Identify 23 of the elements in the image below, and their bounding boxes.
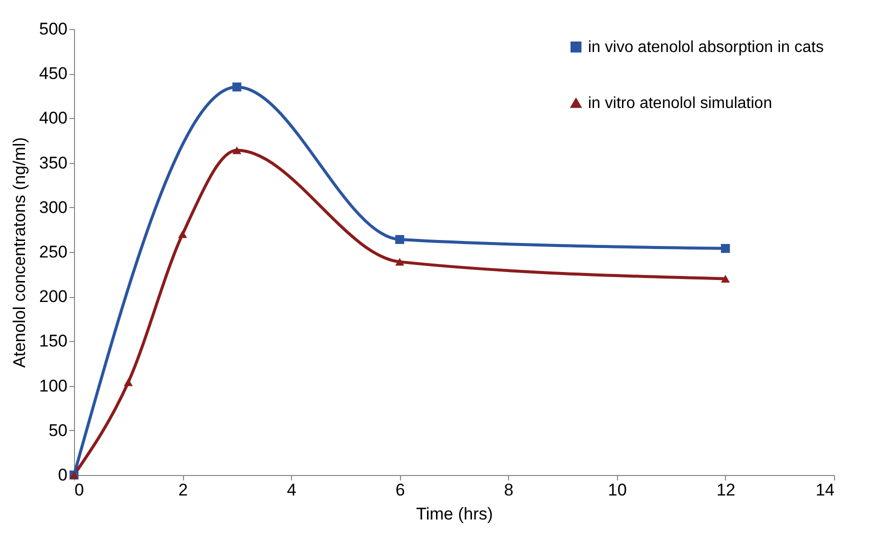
x-tick-label: 2 [178, 480, 188, 500]
x-tick-label: 0 [74, 480, 84, 500]
legend-label: in vivo atenolol absorption in cats [588, 39, 824, 56]
x-axis-title: Time (hrs) [416, 504, 493, 524]
y-tick-label: 300 [39, 198, 68, 217]
y-tick-label: 0 [58, 466, 68, 484]
y-tick-label: 400 [39, 108, 68, 128]
y-tick-label: 350 [39, 153, 68, 172]
y-tick-label: 200 [39, 287, 68, 306]
y-tick-label: 250 [39, 242, 68, 262]
y-tick-label: 500 [39, 20, 68, 38]
x-tick-label: 14 [816, 480, 834, 500]
x-tick-label: 10 [608, 480, 627, 500]
x-tick-label: 4 [286, 480, 296, 500]
x-tick-label: 6 [395, 480, 405, 500]
y-axis-title: Atenolol concentratons (ng/ml) [10, 137, 30, 368]
y-tick-label: 450 [39, 64, 68, 84]
legend-label: in vitro atenolol simulation [588, 95, 772, 112]
x-tick-label: 8 [504, 480, 514, 500]
x-tick-label: 12 [716, 480, 736, 500]
y-tick-label: 50 [48, 420, 68, 440]
y-tick-label: 150 [39, 332, 68, 351]
y-tick-label: 100 [39, 376, 68, 396]
